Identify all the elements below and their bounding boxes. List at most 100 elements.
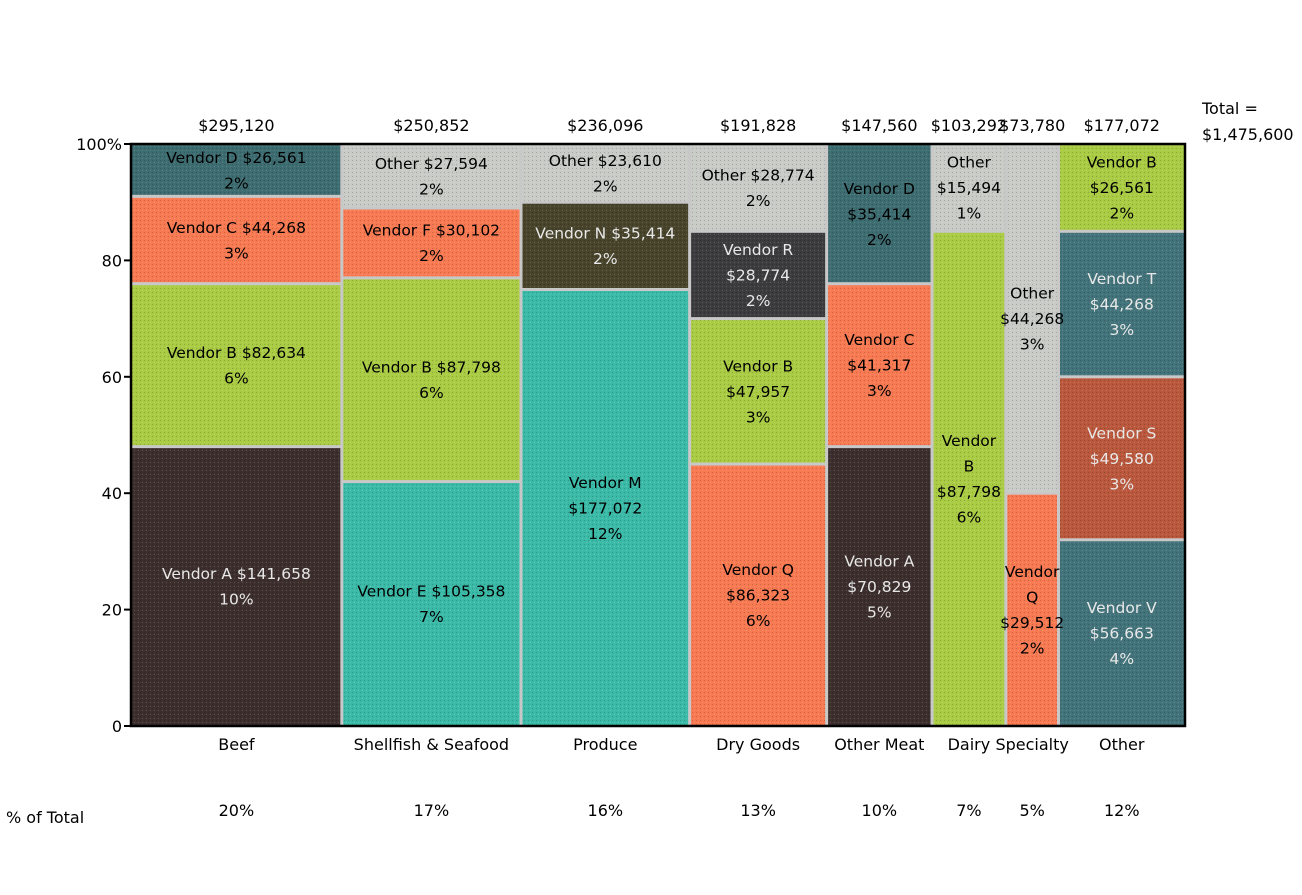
share-row: 20% 17% 16% 13% 10% 7% 5% 12% [219, 801, 1140, 820]
x-tick-label-other: Other [1099, 735, 1145, 754]
segment-shellfish-and-seafood-vendor-b-label-line: Vendor B $87,798 [362, 358, 501, 376]
segment-dairy-vendor-b-texture [933, 232, 1005, 726]
segment-shellfish-and-seafood-vendor-b-texture [343, 279, 520, 481]
segment-dry-goods-other-label-line: Other $28,774 [702, 166, 815, 184]
share-label-beef: 20% [219, 801, 255, 820]
segment-dry-goods-vendor-q-label: Vendor Q $86,323 6% [722, 561, 794, 630]
segment-dry-goods-vendor-q-label-line: 6% [746, 612, 771, 630]
segment-dry-goods-vendor-b-label: Vendor B $47,957 3% [723, 357, 793, 426]
segment-produce-vendor-n-label-line: Vendor N $35,414 [535, 225, 675, 243]
segment-other-meat-vendor-c-label-line: Vendor C [844, 331, 914, 349]
segment-other-meat-vendor-c-texture [828, 285, 931, 446]
segment-dry-goods-vendor-b-label-line: Vendor B [723, 357, 793, 375]
segment-dairy-vendor-b-label-line: Vendor [942, 432, 997, 450]
segment-beef-vendor-a-label-line: 10% [219, 591, 253, 609]
segment-produce-other-label-line: Other $23,610 [549, 152, 662, 170]
segment-beef-vendor-c-texture [132, 197, 341, 283]
segment-dry-goods-vendor-r-texture [691, 232, 826, 318]
segment-produce-vendor-n-label-line: 2% [593, 250, 618, 268]
segment-beef-vendor-d-label-line: Vendor D $26,561 [166, 149, 306, 167]
segment-specialty-vendor-q-label-line: Vendor [1005, 563, 1060, 581]
segment-dry-goods-vendor-b-texture [691, 320, 826, 463]
segment-shellfish-and-seafood-vendor-e-label-line: 7% [419, 608, 444, 626]
segment-dairy-other-texture [933, 145, 1005, 230]
segment-dairy-other-label-line: 1% [957, 205, 982, 223]
share-label-dairy: 7% [956, 801, 981, 820]
segment-beef-vendor-b-texture [132, 285, 341, 446]
column-totals: $295,120 $250,852 $236,096 $191,828 $147,560… [198, 116, 1160, 135]
segment-dry-goods-vendor-b-label-line: 3% [746, 408, 771, 426]
segment-beef-vendor-c-label-line: Vendor C $44,268 [167, 219, 306, 237]
segment-other-meat-vendor-a-texture [828, 448, 931, 725]
segment-shellfish-and-seafood-vendor-f-label: Vendor F $30,102 2% [363, 222, 500, 266]
column-total-produce: $236,096 [567, 116, 643, 135]
segment-produce-other-label: Other $23,610 2% [549, 152, 662, 196]
segment-shellfish-and-seafood-vendor-f-texture [343, 209, 520, 277]
segment-other-meat-vendor-d-texture [828, 145, 931, 283]
segment-produce-vendor-m-label-line: 12% [588, 525, 622, 543]
y-tick-label: 60 [102, 368, 122, 387]
segment-specialty-other-label-line: Other [1010, 285, 1055, 303]
segment-other-vendor-v-label-line: 4% [1109, 650, 1134, 668]
segment-shellfish-and-seafood-vendor-f-label-line: 2% [419, 247, 444, 265]
segment-beef-vendor-c-label: Vendor C $44,268 3% [167, 219, 306, 263]
segment-other-vendor-v-label-line: $56,663 [1090, 624, 1154, 642]
y-tick-label: 0 [112, 717, 122, 736]
segment-other-vendor-s-label: Vendor S $49,580 3% [1087, 424, 1156, 493]
segment-other-vendor-t-texture [1060, 232, 1184, 376]
segment-shellfish-and-seafood-vendor-f-label-line: Vendor F $30,102 [363, 222, 500, 240]
grand-total-value: $1,475,600 [1202, 125, 1294, 144]
segment-specialty-vendor-q-label-line: Q [1026, 588, 1038, 606]
share-label-produce: 16% [588, 801, 624, 820]
segment-beef-vendor-d-label-line: 2% [224, 174, 249, 192]
segment-produce-vendor-m-texture [522, 291, 689, 725]
x-tick-label-produce: Produce [573, 735, 637, 754]
segment-produce-other-texture [522, 145, 689, 201]
x-tick-label-shellfish-and-seafood: Shellfish & Seafood [354, 735, 509, 754]
column-total-dairy: $103,292 [931, 116, 1007, 135]
segment-specialty-vendor-q-texture [1007, 494, 1058, 725]
y-tick-label: 20 [102, 601, 122, 620]
segment-dry-goods-other-label: Other $28,774 2% [702, 166, 815, 210]
segment-dairy-other-label-line: Other [947, 154, 992, 172]
segment-other-vendor-b-label-line: Vendor B [1087, 154, 1157, 172]
segment-produce-vendor-n-label: Vendor N $35,414 2% [535, 225, 675, 269]
segment-specialty-other-label-line: $44,268 [1000, 310, 1064, 328]
segment-specialty-other-texture [1007, 145, 1058, 492]
segment-specialty-vendor-q-label: Vendor Q $29,512 2% [1000, 563, 1064, 658]
segment-dairy-vendor-b-label-line: B [964, 457, 975, 475]
segment-other-vendor-t-label-line: 3% [1109, 321, 1134, 339]
segment-dry-goods-vendor-b-label-line: $47,957 [726, 383, 790, 401]
segment-dry-goods-vendor-r-label-line: Vendor R [723, 241, 793, 259]
segment-other-meat-vendor-d-label-line: Vendor D [844, 180, 915, 198]
segment-beef-vendor-a-label: Vendor A $141,658 10% [162, 565, 311, 609]
y-tick-label: 40 [102, 484, 122, 503]
segment-dry-goods-vendor-q-label-line: $86,323 [726, 587, 790, 605]
segment-dairy-vendor-b-label-line: $87,798 [937, 483, 1001, 501]
segment-other-vendor-t-label: Vendor T $44,268 3% [1087, 270, 1156, 339]
segment-other-vendor-b-label: Vendor B $26,561 2% [1087, 154, 1157, 223]
segment-dairy-vendor-b-label-line: 6% [957, 508, 982, 526]
segment-produce-vendor-m-label: Vendor M $177,072 12% [568, 474, 642, 543]
segment-shellfish-and-seafood-vendor-b-label-line: 6% [419, 384, 444, 402]
segment-other-vendor-s-label-line: $49,580 [1090, 450, 1154, 468]
segment-other-meat-vendor-a-label: Vendor A $70,829 5% [844, 552, 914, 621]
segment-other-vendor-v-label-line: Vendor V [1087, 599, 1157, 617]
segment-beef-vendor-b-label: Vendor B $82,634 6% [167, 344, 306, 388]
segment-dry-goods-vendor-r-label-line: $28,774 [726, 266, 790, 284]
segment-other-meat-vendor-d-label-line: $35,414 [847, 205, 911, 223]
segment-labels-layer: Vendor A $141,658 10% Vendor B $82,634 6% Ve… [162, 149, 1157, 668]
grand-total-label: Total = [1201, 99, 1258, 118]
x-tick-label-beef: Beef [218, 735, 255, 754]
segment-produce-other-label-line: 2% [593, 177, 618, 195]
segment-other-vendor-b-texture [1060, 145, 1184, 230]
segment-dry-goods-vendor-r-label-line: 2% [746, 292, 771, 310]
segment-shellfish-and-seafood-vendor-e-texture [343, 483, 520, 725]
segment-other-vendor-s-label-line: 3% [1109, 475, 1134, 493]
segment-other-meat-vendor-d-label: Vendor D $35,414 2% [844, 180, 915, 249]
column-total-shellfish-and-seafood: $250,852 [393, 116, 469, 135]
column-total-other: $177,072 [1084, 116, 1160, 135]
segment-other-meat-vendor-a-label-line: Vendor A [844, 552, 914, 570]
segment-beef-vendor-b-label-line: 6% [224, 369, 249, 387]
